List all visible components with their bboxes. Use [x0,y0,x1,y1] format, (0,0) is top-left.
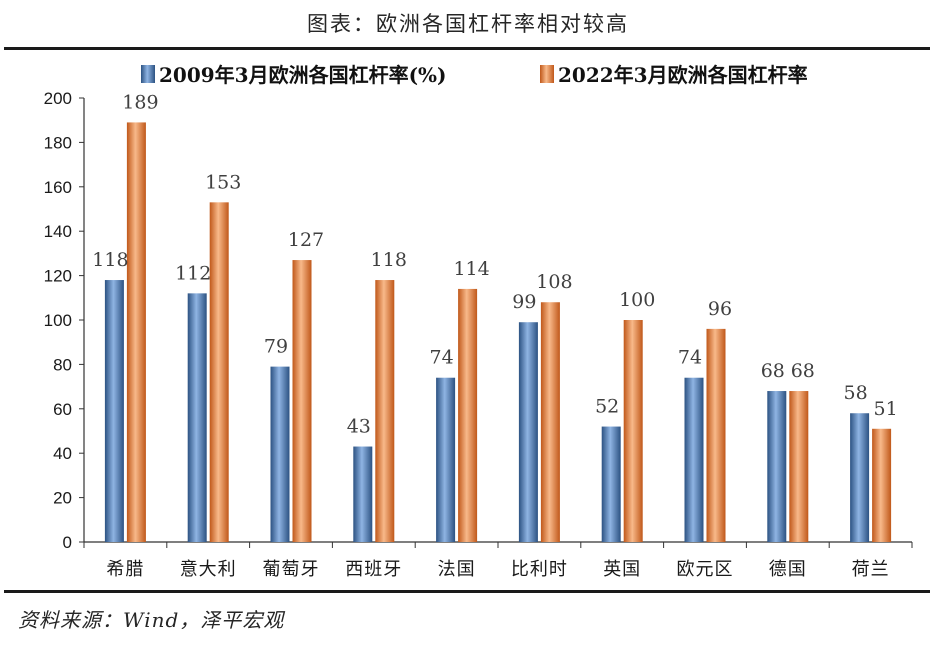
data-label: 114 [453,258,489,280]
page-title: 图表：欧洲各国杠杆率相对较高 [307,12,629,36]
data-label: 74 [678,347,702,369]
bar-2009 [104,280,124,542]
bar-2022 [540,302,560,542]
data-label: 52 [595,396,619,418]
x-category-label: 葡萄牙 [263,559,320,580]
bar-2009 [187,293,207,542]
x-category-label: 德国 [769,559,807,580]
y-axis: 0 20 40 60 80 100 120 140 160 180 200 [44,89,85,552]
data-label: 99 [512,291,536,313]
x-category-label: 希腊 [106,559,144,580]
data-label: 96 [708,298,732,320]
data-label: 51 [874,398,898,420]
y-tick-label: 140 [44,222,72,241]
y-tick-label: 160 [44,178,72,197]
y-tick-label: 20 [53,489,72,508]
legend-label-2022: 2022年3月欧洲各国杠杆率 [558,63,808,87]
y-tick-label: 0 [63,533,72,552]
bar-2009 [518,322,538,542]
legend-label-2009: 2009年3月欧洲各国杠杆率(%) [159,63,447,87]
data-label: 74 [430,347,454,369]
bar-2022 [126,122,146,543]
data-label: 108 [536,271,572,293]
x-category-label: 意大利 [180,559,237,580]
bar-2009 [353,446,373,542]
data-label: 79 [264,336,288,358]
data-label: 189 [122,91,158,113]
chart-legend: 2009年3月欧洲各国杠杆率(%) 2022年3月欧洲各国杠杆率 [141,63,808,87]
bars-group [104,122,892,543]
x-category-label: 比利时 [511,559,568,580]
bar-2022 [706,328,726,542]
bar-2022 [458,288,478,542]
bar-2022 [292,260,312,542]
bar-2022 [623,320,643,542]
bar-2009 [270,366,290,542]
x-category-label: 荷兰 [852,559,890,580]
bar-2022 [789,391,809,542]
data-label: 118 [371,249,407,271]
footer-rule [4,590,930,593]
x-category-label: 欧元区 [677,559,734,580]
bar-2009 [850,413,870,542]
bar-2022 [872,428,892,542]
bar-2009 [684,377,704,542]
data-label: 100 [619,289,655,311]
y-tick-label: 200 [44,89,72,108]
bar-2022 [209,202,229,542]
data-label: 68 [761,360,785,382]
data-label: 43 [347,416,371,438]
x-category-label: 法国 [438,559,476,580]
data-label: 68 [791,360,815,382]
data-label: 58 [844,382,868,404]
y-tick-label: 100 [44,311,72,330]
legend-swatch-2009 [141,65,155,83]
data-label: 127 [288,229,324,251]
legend-swatch-2022 [540,65,554,83]
y-tick-label: 180 [44,133,72,152]
bar-2022 [375,280,395,542]
y-tick-label: 80 [53,355,72,374]
source-note: 资料来源：Wind，泽平宏观 [18,608,285,632]
header-rule [4,47,930,50]
bar-2009 [767,391,787,542]
bar-chart: 2009年3月欧洲各国杠杆率(%) 2022年3月欧洲各国杠杆率 0 20 40 60 8… [44,63,913,580]
x-category-label: 英国 [603,559,641,580]
y-tick-label: 40 [53,444,72,463]
data-label: 118 [92,249,128,271]
bar-2009 [601,426,621,542]
bar-2009 [436,377,456,542]
y-tick-label: 60 [53,400,72,419]
data-label: 153 [205,171,241,193]
x-axis: 希腊 意大利 葡萄牙 西班牙 法国 比利时 英国 欧元区 德国 荷兰 [83,541,913,580]
x-category-label: 西班牙 [345,559,402,580]
data-label: 112 [175,262,211,284]
y-tick-label: 120 [44,267,72,286]
